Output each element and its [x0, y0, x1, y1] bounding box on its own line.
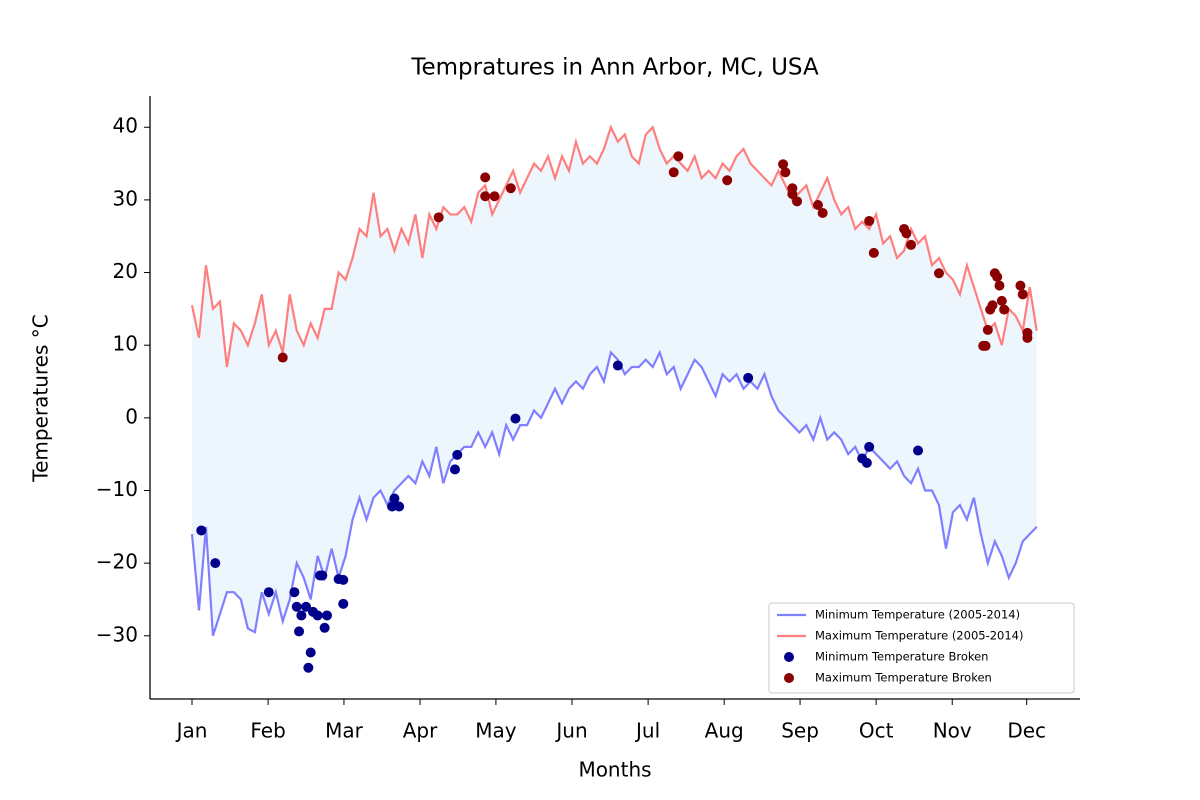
point	[210, 558, 221, 569]
point	[612, 360, 623, 371]
point	[387, 501, 398, 512]
point	[743, 372, 754, 383]
y-tick-label: 40	[113, 114, 138, 138]
point	[980, 340, 991, 351]
point	[1022, 327, 1033, 338]
y-tick-label: −30	[96, 622, 138, 646]
point	[433, 212, 444, 223]
y-tick-label: 0	[125, 404, 138, 428]
point	[303, 662, 314, 673]
point	[301, 601, 312, 612]
point	[480, 191, 491, 202]
point	[312, 610, 323, 621]
point	[861, 457, 872, 468]
point	[722, 175, 733, 186]
y-tick-label: 20	[113, 259, 138, 283]
y-tick-label: 10	[113, 332, 138, 356]
x-tick-label: Mar	[325, 719, 364, 743]
point	[294, 626, 305, 637]
point	[778, 159, 789, 170]
chart-title: Tempratures in Ann Arbor, MC, USA	[410, 55, 819, 81]
point	[338, 574, 349, 585]
point	[994, 280, 1005, 291]
point	[505, 183, 516, 194]
point	[277, 352, 288, 363]
point	[338, 598, 349, 609]
y-tick-label: −10	[96, 477, 138, 501]
x-axis-label: Months	[578, 758, 651, 782]
y-tick-label: −20	[96, 550, 138, 574]
point	[394, 501, 405, 512]
point	[452, 449, 463, 460]
legend-label: Maximum Temperature (2005-2014)	[815, 629, 1023, 643]
point	[296, 610, 307, 621]
x-tick-label: May	[475, 719, 517, 743]
point	[668, 167, 679, 178]
point	[480, 172, 491, 183]
point	[196, 525, 207, 536]
point	[449, 464, 460, 475]
point	[864, 215, 875, 226]
x-tick-label: Jul	[634, 719, 660, 743]
point	[987, 300, 998, 311]
line	[190, 124, 1038, 368]
x-tick-label: Sep	[781, 719, 819, 743]
point	[868, 247, 879, 258]
legend-label: Minimum Temperature (2005-2014)	[815, 608, 1020, 622]
point	[787, 189, 798, 200]
point	[906, 239, 917, 250]
x-tick-label: Feb	[250, 719, 285, 743]
point	[780, 167, 791, 178]
point	[319, 622, 330, 633]
legend-box	[768, 602, 1075, 694]
fill-between	[192, 127, 1037, 636]
point	[489, 191, 500, 202]
y-axis-label: Temperatures °C	[29, 314, 53, 482]
point	[792, 196, 803, 207]
point	[933, 268, 944, 279]
x-tick-label: Jan	[175, 719, 208, 743]
point	[510, 413, 521, 424]
point	[999, 304, 1010, 315]
x-tick-label: Aug	[705, 719, 744, 743]
point	[317, 570, 328, 581]
point	[817, 207, 828, 218]
point	[913, 445, 924, 456]
point	[289, 587, 300, 598]
point	[1015, 280, 1026, 291]
point	[996, 295, 1007, 306]
point	[992, 271, 1003, 282]
x-tick-label: Apr	[403, 719, 438, 743]
point	[901, 228, 912, 239]
legend-swatch	[784, 652, 794, 662]
point	[864, 441, 875, 452]
legend-swatch	[784, 673, 794, 683]
point	[812, 199, 823, 210]
x-tick-label: Dec	[1007, 719, 1046, 743]
point	[291, 601, 302, 612]
point	[1017, 289, 1028, 300]
point	[263, 587, 274, 598]
x-tick-label: Oct	[859, 719, 894, 743]
line	[190, 349, 1038, 637]
point	[673, 151, 684, 162]
legend: Minimum Temperature (2005-2014) Maximum T…	[768, 602, 1075, 694]
point	[305, 647, 316, 658]
point	[389, 493, 400, 504]
legend-label: Maximum Temperature Broken	[815, 671, 992, 685]
point	[982, 324, 993, 335]
point	[321, 610, 332, 621]
legend-label: Minimum Temperature Broken	[815, 650, 988, 664]
y-tick-label: 30	[113, 186, 138, 210]
x-tick-label: Jun	[554, 719, 587, 743]
x-tick-label: Nov	[933, 719, 972, 743]
